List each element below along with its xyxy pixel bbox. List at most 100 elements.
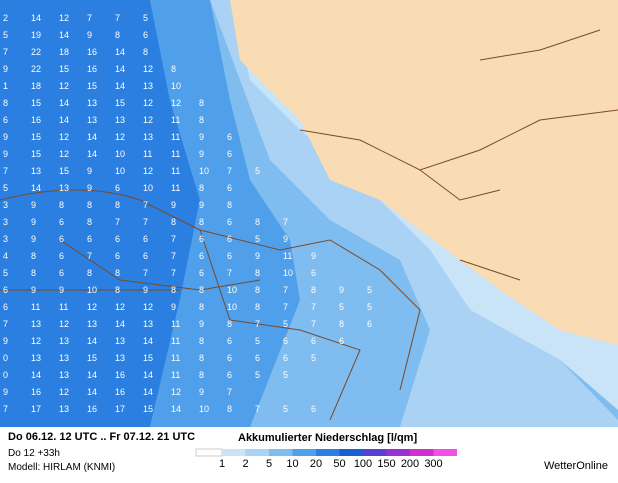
grid-value: 15 [59,166,69,176]
grid-value: 14 [115,81,125,91]
grid-value: 14 [143,387,153,397]
grid-value: 8 [3,98,8,108]
grid-value: 12 [87,302,97,312]
grid-value: 7 [3,166,8,176]
grid-value: 15 [31,149,41,159]
grid-value: 10 [87,285,97,295]
grid-value: 16 [87,404,97,414]
grid-value: 13 [87,115,97,125]
grid-value: 7 [255,404,260,414]
grid-value: 10 [115,149,125,159]
grid-value: 15 [87,81,97,91]
legend-swatch [316,449,340,456]
grid-value: 12 [171,98,181,108]
grid-value: 12 [59,81,69,91]
grid-value: 7 [283,217,288,227]
grid-value: 8 [199,353,204,363]
grid-value: 8 [87,268,92,278]
grid-value: 7 [143,200,148,210]
grid-value: 6 [143,251,148,261]
grid-value: 6 [3,115,8,125]
rain-area [150,0,300,427]
grid-value: 8 [31,251,36,261]
grid-value: 8 [255,217,260,227]
grid-value: 8 [227,404,232,414]
grid-value: 12 [143,98,153,108]
grid-value: 11 [143,149,152,159]
grid-value: 17 [115,404,125,414]
grid-value: 7 [311,319,316,329]
legend-label: 50 [333,458,345,470]
legend-title: Akkumulierter Niederschlag [l/qm] [238,432,417,444]
grid-value: 0 [3,370,8,380]
grid-value: 8 [115,30,120,40]
grid-value: 9 [199,132,204,142]
grid-value: 6 [227,217,232,227]
grid-value: 8 [255,285,260,295]
grid-value: 8 [199,98,204,108]
grid-value: 6 [143,30,148,40]
grid-value: 9 [87,183,92,193]
grid-value: 11 [283,251,292,261]
grid-value: 7 [311,302,316,312]
grid-value: 15 [31,132,41,142]
grid-value: 8 [171,285,176,295]
grid-value: 6 [227,336,232,346]
grid-value: 12 [31,336,41,346]
grid-value: 5 [367,302,372,312]
grid-value: 5 [255,370,260,380]
grid-value: 6 [227,234,232,244]
light-rain-area [210,0,618,427]
grid-value: 6 [199,268,204,278]
grid-value: 11 [171,166,180,176]
grid-value: 14 [59,115,69,125]
grid-value: 6 [87,234,92,244]
grid-value: 10 [199,404,209,414]
grid-value: 15 [143,353,153,363]
grid-value: 6 [227,353,232,363]
grid-value: 18 [59,47,69,57]
grid-value: 9 [59,285,64,295]
grid-value: 9 [283,234,288,244]
grid-value: 14 [143,370,153,380]
grid-value: 6 [227,251,232,261]
grid-value: 13 [31,166,41,176]
grid-value: 6 [115,183,120,193]
grid-value: 9 [171,302,176,312]
grid-value: 6 [227,183,232,193]
grid-value: 10 [283,268,293,278]
legend-label: 1 [219,458,225,470]
grid-value: 8 [59,200,64,210]
grid-value: 8 [199,336,204,346]
grid-value: 6 [3,302,8,312]
grid-value: 5 [3,268,8,278]
grid-value: 6 [283,336,288,346]
grid-value: 7 [143,217,148,227]
grid-value: 11 [171,149,180,159]
grid-value: 1 [3,81,8,91]
grid-value: 8 [31,268,36,278]
grid-value: 9 [31,200,36,210]
grid-value: 11 [171,132,180,142]
grid-value: 3 [3,217,8,227]
grid-value: 5 [255,234,260,244]
grid-value: 13 [115,115,125,125]
grid-value: 6 [227,370,232,380]
legend-swatch [433,449,457,456]
grid-value: 11 [171,319,180,329]
grid-value: 16 [87,47,97,57]
grid-value: 7 [87,13,92,23]
grid-value: 8 [87,217,92,227]
grid-value: 14 [87,132,97,142]
grid-value: 12 [59,132,69,142]
grid-value: 22 [31,47,41,57]
grid-value: 12 [171,387,181,397]
grid-value: 7 [283,285,288,295]
legend-label: 100 [354,458,372,470]
period: Do 06.12. 12 UTC .. Fr 07.12. 21 UTC [8,431,195,443]
grid-value: 11 [171,115,180,125]
grid-value: 7 [227,166,232,176]
grid-value: 12 [143,64,153,74]
grid-value: 19 [31,30,41,40]
grid-value: 15 [59,64,69,74]
